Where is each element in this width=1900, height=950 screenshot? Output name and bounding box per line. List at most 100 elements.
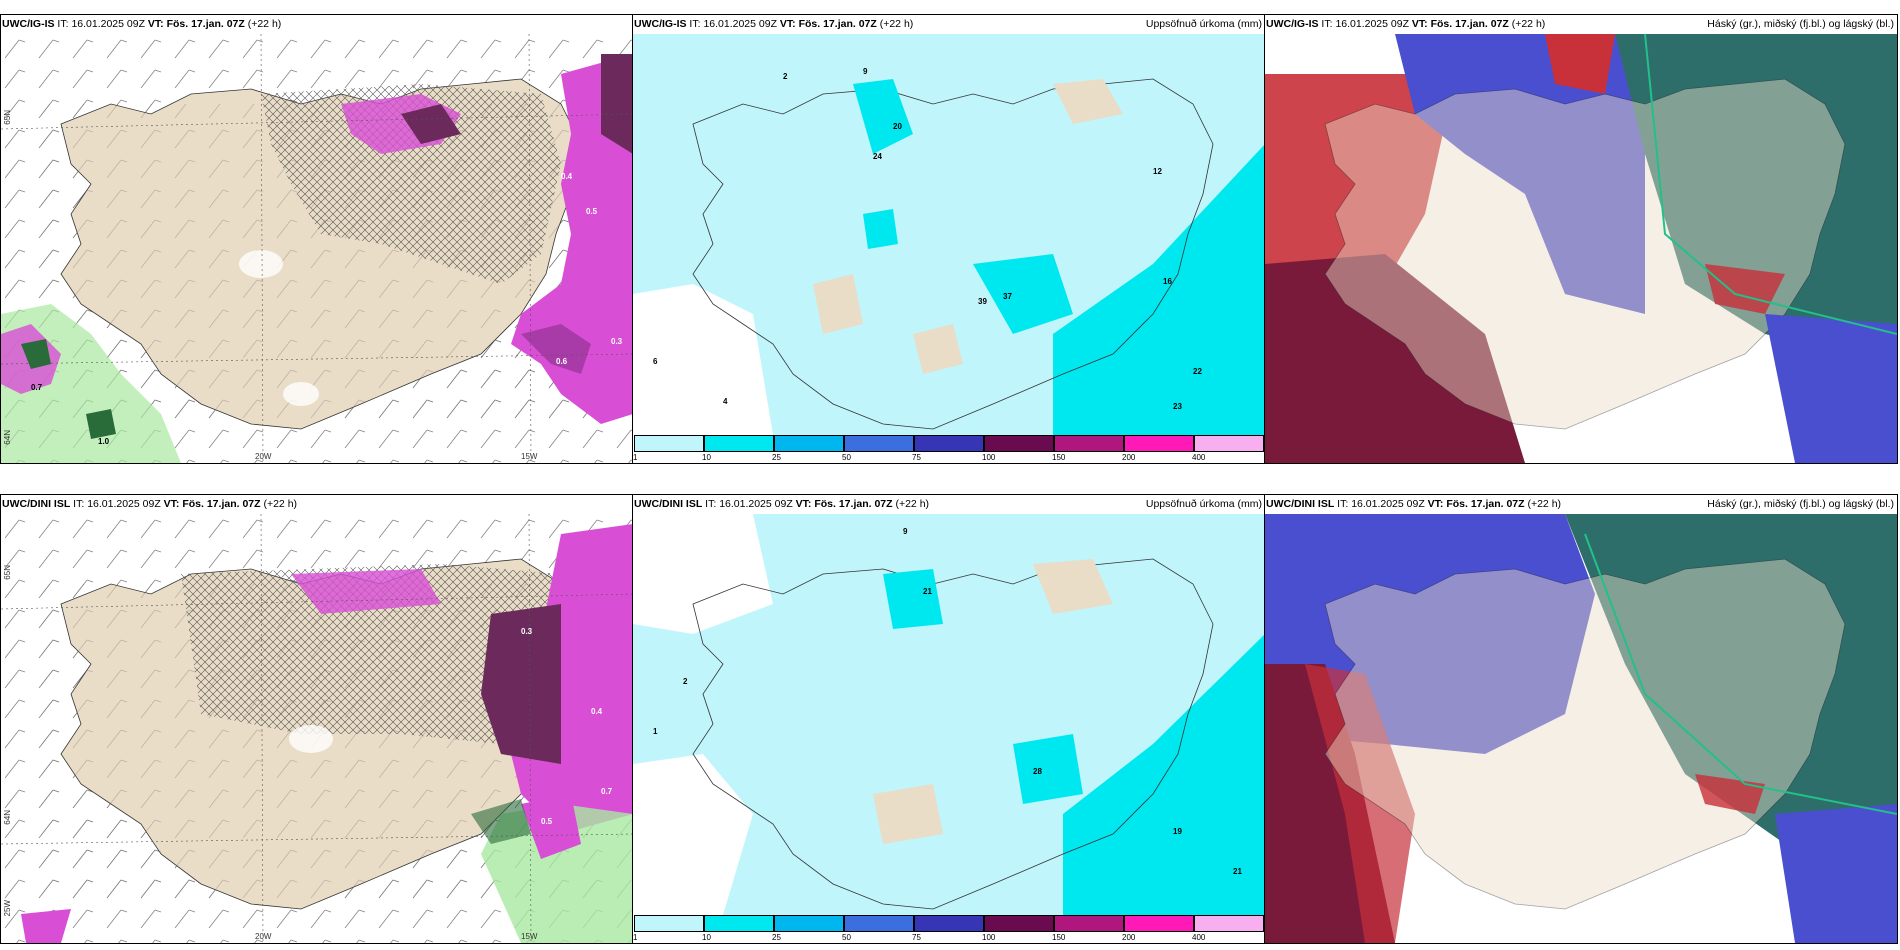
- svg-text:4: 4: [723, 397, 728, 406]
- svg-text:37: 37: [1003, 292, 1012, 301]
- model-name: UWC/IG-IS: [634, 18, 687, 30]
- panel-title: Uppsöfnuð úrkoma (mm): [1145, 18, 1262, 30]
- svg-text:22: 22: [1193, 367, 1202, 376]
- it-value: 16.01.2025 09Z: [71, 18, 145, 30]
- colorbar-tick: 400: [1192, 933, 1206, 942]
- lat-label-64: 64N: [3, 810, 12, 825]
- lead-time: (+22 h): [1511, 18, 1546, 30]
- lat-label-64: 64N: [3, 430, 12, 445]
- it-label: IT:: [1337, 498, 1349, 510]
- svg-text:0.7: 0.7: [601, 787, 613, 796]
- model-name: UWC/IG-IS: [1266, 18, 1319, 30]
- svg-text:39: 39: [978, 297, 987, 306]
- svg-text:1.0: 1.0: [98, 437, 110, 446]
- svg-text:0.5: 0.5: [541, 817, 553, 826]
- colorbar-tick: 200: [1122, 933, 1136, 942]
- colorbar-tick: 75: [912, 453, 921, 462]
- svg-text:0.4: 0.4: [591, 707, 603, 716]
- vt-label: VT:: [795, 498, 812, 510]
- model-name: UWC/IG-IS: [2, 18, 55, 30]
- colorbar-tick: 100: [982, 933, 996, 942]
- vt-value: Fös. 17.jan. 07Z: [166, 18, 245, 30]
- svg-text:12: 12: [1153, 167, 1162, 176]
- panel-title: Háský (gr.), miðský (fj.bl.) og lágský (…: [1707, 18, 1894, 30]
- lat-label-65: 65N: [3, 110, 12, 125]
- colorbar-tick: 50: [842, 453, 851, 462]
- it-value: 16.01.2025 09Z: [719, 498, 793, 510]
- colorbar-box-8: [1124, 435, 1194, 452]
- vt-label: VT:: [1427, 498, 1444, 510]
- panel-header: UWC/IG-IS IT: 16.01.2025 09Z VT: Fös. 17…: [634, 16, 1264, 33]
- colorbar-tick: 10: [702, 453, 711, 462]
- lon-label-20: 20W: [255, 932, 272, 941]
- svg-text:0.3: 0.3: [611, 337, 623, 346]
- it-label: IT:: [1321, 18, 1333, 30]
- panel-title: Háský (gr.), miðský (fj.bl.) og lágský (…: [1707, 498, 1894, 510]
- svg-text:9: 9: [903, 527, 908, 536]
- panel-header: UWC/IG-IS IT: 16.01.2025 09Z VT: Fös. 17…: [2, 16, 632, 33]
- colorbar-tick: 1: [633, 933, 638, 942]
- svg-text:6: 6: [653, 357, 658, 366]
- colorbar-tick: 50: [842, 933, 851, 942]
- panel-title: Uppsöfnuð úrkoma (mm): [1145, 498, 1262, 510]
- colorbar-box-5: [914, 915, 984, 932]
- colorbar-box-1: [634, 915, 704, 932]
- lead-time: (+22 h): [247, 18, 282, 30]
- svg-text:0.6: 0.6: [556, 357, 568, 366]
- panel-header: UWC/DINI ISL IT: 16.01.2025 09Z VT: Fös.…: [1266, 496, 1896, 513]
- colorbar-box-9: [1194, 435, 1264, 452]
- it-label: IT:: [73, 498, 85, 510]
- colorbar-box-8: [1124, 915, 1194, 932]
- colorbar-box-4: [844, 435, 914, 452]
- lead-time: (+22 h): [895, 498, 930, 510]
- vt-label: VT:: [147, 18, 164, 30]
- colorbar-tick: 400: [1192, 453, 1206, 462]
- panel-top-left: UWC/IG-IS IT: 16.01.2025 09Z VT: Fös. 17…: [0, 14, 634, 464]
- colorbar: 1 10 25 50 75 100 150 200 400: [633, 435, 1264, 463]
- colorbar-tick: 150: [1052, 933, 1066, 942]
- colorbar-box-2: [704, 915, 774, 932]
- vt-value: Fös. 17.jan. 07Z: [1446, 498, 1525, 510]
- map-area: 9 21 28 19 21 2 1: [633, 514, 1265, 915]
- colorbar-tick: 200: [1122, 453, 1136, 462]
- colorbar-tick: 75: [912, 933, 921, 942]
- panel-header: UWC/DINI ISL IT: 16.01.2025 09Z VT: Fös.…: [634, 496, 1264, 513]
- colorbar-box-6: [984, 435, 1054, 452]
- colorbar-box-3: [774, 435, 844, 452]
- colorbar-box-2: [704, 435, 774, 452]
- it-label: IT:: [705, 498, 717, 510]
- panel-bottom-right: UWC/DINI ISL IT: 16.01.2025 09Z VT: Fös.…: [1264, 494, 1898, 944]
- lead-time: (+22 h): [879, 18, 914, 30]
- colorbar-box-5: [914, 435, 984, 452]
- vt-label: VT:: [1411, 18, 1428, 30]
- svg-text:19: 19: [1173, 827, 1182, 836]
- vt-label: VT:: [163, 498, 180, 510]
- svg-text:28: 28: [1033, 767, 1042, 776]
- colorbar-tick: 25: [772, 933, 781, 942]
- colorbar-tick: 10: [702, 933, 711, 942]
- map-area: 0.4 0.7 0.3 0.5: [1, 514, 633, 943]
- svg-text:21: 21: [1233, 867, 1242, 876]
- colorbar: 1 10 25 50 75 100 150 200 400: [633, 915, 1264, 943]
- lat-label-lower: 25W: [3, 900, 12, 917]
- svg-text:2: 2: [683, 677, 688, 686]
- map-area: [1265, 514, 1897, 943]
- svg-text:21: 21: [923, 587, 932, 596]
- colorbar-tick: 1: [633, 453, 638, 462]
- lon-label-15: 15W: [521, 452, 538, 461]
- svg-text:23: 23: [1173, 402, 1182, 411]
- vt-value: Fös. 17.jan. 07Z: [1430, 18, 1509, 30]
- svg-text:16: 16: [1163, 277, 1172, 286]
- panel-top-right: UWC/IG-IS IT: 16.01.2025 09Z VT: Fös. 17…: [1264, 14, 1898, 464]
- vt-label: VT:: [779, 18, 796, 30]
- colorbar-tick: 100: [982, 453, 996, 462]
- colorbar-box-1: [634, 435, 704, 452]
- lead-time: (+22 h): [1527, 498, 1562, 510]
- lead-time: (+22 h): [263, 498, 298, 510]
- it-value: 16.01.2025 09Z: [1335, 18, 1409, 30]
- it-value: 16.01.2025 09Z: [703, 18, 777, 30]
- colorbar-box-3: [774, 915, 844, 932]
- colorbar-box-4: [844, 915, 914, 932]
- panel-bottom-middle: UWC/DINI ISL IT: 16.01.2025 09Z VT: Fös.…: [632, 494, 1266, 944]
- colorbar-box-6: [984, 915, 1054, 932]
